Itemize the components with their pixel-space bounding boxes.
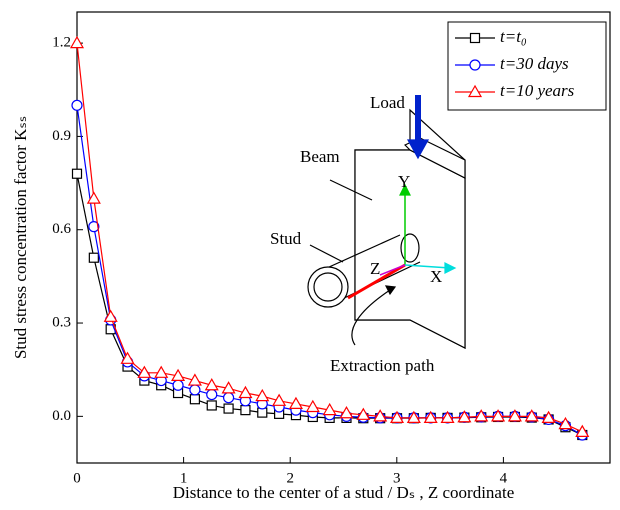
inset-diagram xyxy=(307,95,466,349)
marker xyxy=(206,388,218,401)
marker xyxy=(189,384,201,396)
y-tick-label: 0.9 xyxy=(52,128,71,144)
y-tick-label: 0.0 xyxy=(52,408,71,424)
marker xyxy=(221,381,236,394)
marker xyxy=(171,368,186,382)
marker xyxy=(389,410,405,423)
marker xyxy=(86,191,101,204)
marker xyxy=(322,402,337,416)
marker xyxy=(507,409,522,422)
annotation: Z xyxy=(370,259,380,278)
annotation: Stud xyxy=(270,229,302,248)
marker xyxy=(238,385,253,399)
marker xyxy=(137,365,152,378)
legend-marker xyxy=(469,59,481,71)
marker xyxy=(491,409,506,422)
legend-label: t=30 days xyxy=(500,54,569,73)
marker xyxy=(440,410,455,423)
marker xyxy=(172,379,184,391)
legend-label: t=10 years xyxy=(500,81,575,100)
marker xyxy=(339,406,354,419)
marker xyxy=(524,409,539,422)
marker xyxy=(457,410,472,423)
y-tick-label: 0.3 xyxy=(52,314,71,330)
x-tick-label: 4 xyxy=(500,470,508,486)
marker xyxy=(575,424,590,437)
annotation: Y xyxy=(398,172,410,191)
x-tick-label: 0 xyxy=(73,470,81,486)
marker xyxy=(88,252,99,263)
y-tick-label: 0.6 xyxy=(52,221,71,237)
marker xyxy=(474,409,489,422)
marker xyxy=(103,309,118,322)
marker xyxy=(88,221,100,233)
marker xyxy=(255,388,270,402)
legend-label: t=t₀ xyxy=(500,27,527,46)
y-tick-label: 1.2 xyxy=(52,35,71,51)
x-tick-label: 1 xyxy=(180,470,188,486)
x-tick-label: 3 xyxy=(393,470,401,486)
marker xyxy=(240,405,251,416)
marker xyxy=(423,410,438,423)
marker xyxy=(69,35,85,49)
annotation: Beam xyxy=(300,147,340,166)
marker xyxy=(71,99,83,111)
x-tick-label: 2 xyxy=(286,470,294,486)
marker xyxy=(305,399,320,413)
y-axis-label: Stud stress concentration factor Kₛₛ xyxy=(11,116,30,359)
marker xyxy=(154,365,169,378)
marker xyxy=(558,416,573,430)
legend-marker xyxy=(469,32,481,44)
marker xyxy=(288,396,303,410)
marker xyxy=(272,393,287,406)
marker xyxy=(223,403,234,414)
marker xyxy=(356,407,371,420)
marker xyxy=(206,400,217,411)
legend-marker xyxy=(467,84,483,98)
marker xyxy=(204,378,219,391)
marker xyxy=(71,168,83,179)
plot-frame xyxy=(76,11,611,464)
marker xyxy=(406,410,421,423)
marker xyxy=(222,392,235,404)
marker xyxy=(541,410,556,423)
marker xyxy=(120,351,135,364)
marker xyxy=(373,409,388,422)
annotation: Extraction path xyxy=(330,356,435,375)
x-axis-label: Distance to the center of a stud / Dₛ , … xyxy=(173,483,515,502)
marker xyxy=(189,394,200,405)
annotation: Load xyxy=(370,93,405,112)
annotation: X xyxy=(430,267,442,286)
marker xyxy=(187,373,202,386)
